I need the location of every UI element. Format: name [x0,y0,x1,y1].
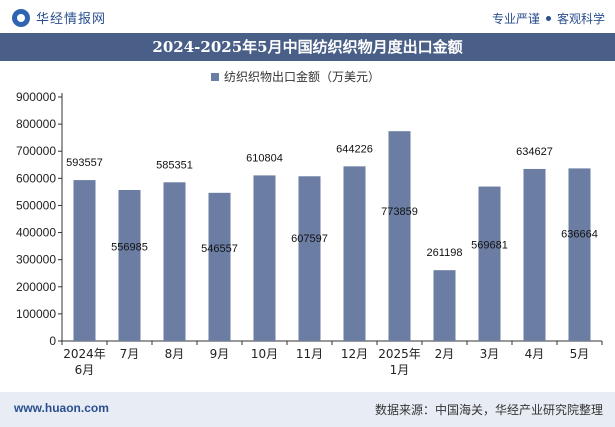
data-label: 607597 [291,233,328,245]
data-label: 634627 [516,146,553,158]
x-tick-label: 8月 [165,347,185,361]
footer: www.huaon.com 数据来源：中国海关，华经产业研究院整理 [0,392,615,427]
tag-professional: 专业严谨 [491,12,540,26]
y-tick-label: 300000 [16,253,56,267]
tag-objective: 客观科学 [556,12,605,26]
y-tick-label: 400000 [16,226,56,240]
bar [118,189,141,341]
data-label: 636664 [561,228,598,240]
bar [163,182,186,341]
bar [253,175,276,341]
data-label: 610804 [246,152,283,164]
y-tick-label: 700000 [16,144,56,158]
x-tick-label: 6月 [75,363,95,377]
x-tick-label: 5月 [570,347,590,361]
chart-title: 2024-2025年5月中国纺织织物月度出口金额 [0,33,615,61]
bar [433,270,456,341]
brand[interactable]: 华经情报网 [12,8,106,27]
bar [388,131,411,341]
y-tick-label: 800000 [16,117,56,131]
x-tick-label: 12月 [341,347,368,361]
data-label: 585351 [156,159,193,171]
x-tick-label: 2025年 [378,347,421,361]
brand-logo-icon [12,8,30,27]
bar [343,166,366,341]
bar-chart: 纺织织物出口金额（万美元） 0 100000 200000 300000 400000 50… [16,69,603,377]
bar [73,180,96,341]
x-tick-label: 2月 [435,347,455,361]
x-tick-label: 1月 [390,363,410,377]
data-label: 556985 [111,241,148,253]
y-tick-label: 900000 [16,90,56,104]
y-tick-label: 200000 [16,280,56,294]
data-label: 261198 [427,247,463,259]
x-tick-label: 4月 [525,347,545,361]
website-link[interactable]: www.huaon.com [14,401,109,415]
x-tick-label: 10月 [251,347,278,361]
data-source: 数据来源：中国海关，华经产业研究院整理 [374,403,603,417]
y-tick-label: 100000 [16,307,56,321]
y-tick-label: 600000 [16,171,56,185]
bar [568,168,591,341]
legend-label: 纺织织物出口金额（万美元） [224,69,380,84]
bar [523,168,546,341]
data-label: 773859 [381,206,418,218]
x-tick-label: 11月 [296,347,323,361]
data-label: 569681 [471,239,508,251]
bar [478,186,501,341]
brand-name: 华经情报网 [36,12,107,27]
y-tick-label: 0 [49,334,56,348]
header: 华经情报网 专业严谨 客观科学 [0,0,615,33]
x-tick-label: 2024年 [63,347,106,361]
legend-swatch [211,73,219,81]
bullet-icon [545,16,551,21]
y-tick-label: 500000 [16,198,56,212]
bar [298,176,321,341]
data-label: 546557 [201,243,238,255]
x-tick-label: 9月 [210,347,230,361]
data-label: 593557 [66,157,103,169]
bar [208,192,231,341]
x-tick-label: 7月 [120,347,140,361]
header-tags: 专业严谨 客观科学 [492,10,605,27]
x-tick-label: 3月 [480,347,500,361]
data-label: 644226 [336,143,373,155]
